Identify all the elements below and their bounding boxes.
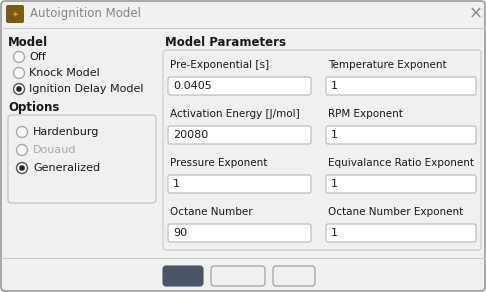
Text: Pressure Exponent: Pressure Exponent — [170, 158, 267, 168]
Text: ×: × — [469, 5, 483, 23]
Circle shape — [19, 165, 25, 171]
FancyBboxPatch shape — [168, 224, 311, 242]
FancyBboxPatch shape — [168, 175, 311, 193]
Text: Off: Off — [29, 52, 46, 62]
Text: ✦: ✦ — [12, 10, 18, 18]
Circle shape — [17, 126, 28, 138]
Circle shape — [16, 86, 22, 92]
FancyBboxPatch shape — [273, 266, 315, 286]
Text: Model: Model — [8, 36, 48, 48]
Circle shape — [17, 145, 28, 156]
FancyBboxPatch shape — [326, 126, 476, 144]
Text: 1: 1 — [331, 130, 338, 140]
FancyBboxPatch shape — [326, 224, 476, 242]
Text: 1: 1 — [173, 179, 180, 189]
FancyBboxPatch shape — [326, 175, 476, 193]
Text: OK: OK — [174, 270, 192, 282]
Text: Autoignition Model: Autoignition Model — [30, 8, 141, 20]
Text: Pre-Exponential [s]: Pre-Exponential [s] — [170, 60, 269, 70]
Text: Knock Model: Knock Model — [29, 68, 100, 78]
FancyBboxPatch shape — [6, 5, 24, 23]
Text: Octane Number: Octane Number — [170, 207, 253, 217]
Circle shape — [14, 51, 24, 62]
Text: RPM Exponent: RPM Exponent — [328, 109, 403, 119]
Text: 1: 1 — [331, 179, 338, 189]
FancyBboxPatch shape — [8, 115, 156, 203]
Text: Hardenburg: Hardenburg — [33, 127, 99, 137]
FancyBboxPatch shape — [168, 77, 311, 95]
FancyBboxPatch shape — [211, 266, 265, 286]
Text: 1: 1 — [331, 81, 338, 91]
Circle shape — [14, 67, 24, 79]
FancyBboxPatch shape — [163, 50, 481, 250]
Text: 0.0405: 0.0405 — [173, 81, 212, 91]
Text: Options: Options — [8, 102, 59, 114]
Text: Generalized: Generalized — [33, 163, 100, 173]
FancyBboxPatch shape — [168, 126, 311, 144]
FancyBboxPatch shape — [163, 266, 203, 286]
Text: Douaud: Douaud — [33, 145, 76, 155]
Text: Activation Energy [J/mol]: Activation Energy [J/mol] — [170, 109, 300, 119]
Text: Octane Number Exponent: Octane Number Exponent — [328, 207, 463, 217]
Text: Equivalance Ratio Exponent: Equivalance Ratio Exponent — [328, 158, 474, 168]
Text: Cancel: Cancel — [218, 270, 258, 282]
Text: Help: Help — [280, 270, 308, 282]
Circle shape — [17, 163, 28, 173]
Text: 20080: 20080 — [173, 130, 208, 140]
FancyBboxPatch shape — [326, 77, 476, 95]
Text: 90: 90 — [173, 228, 187, 238]
Text: Temperature Exponent: Temperature Exponent — [328, 60, 447, 70]
Circle shape — [14, 84, 24, 95]
Text: Ignition Delay Model: Ignition Delay Model — [29, 84, 143, 94]
Text: 1: 1 — [331, 228, 338, 238]
Text: Model Parameters: Model Parameters — [165, 36, 286, 48]
